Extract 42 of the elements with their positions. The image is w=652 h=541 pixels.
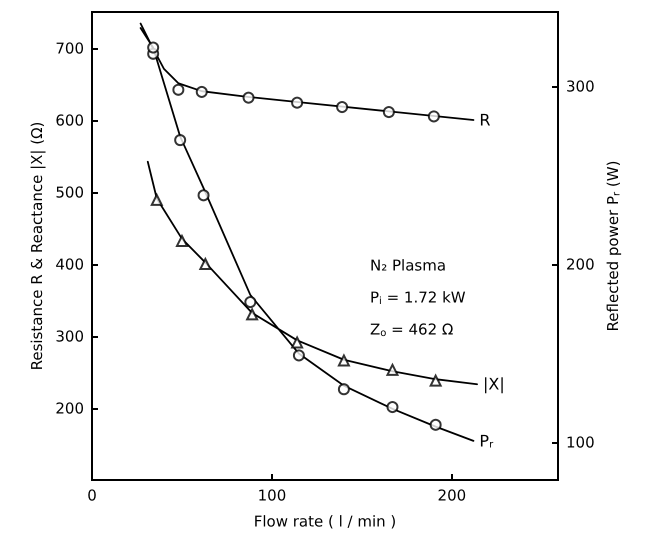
y-tick-label: 300: [55, 328, 84, 346]
y-tick-label: 200: [55, 400, 84, 418]
point: [292, 349, 305, 362]
series-label: R: [479, 110, 491, 130]
x-tick-label: 200: [438, 486, 466, 504]
point: [196, 86, 208, 98]
point: [430, 418, 442, 431]
x-tick-label: 0: [87, 486, 97, 504]
y-tick-label: 500: [55, 184, 84, 202]
y2-tick-label: 300: [566, 78, 595, 96]
point: [150, 194, 163, 206]
point: [147, 42, 160, 54]
x-axis-title: Flow rate ( l / min ): [254, 512, 396, 530]
series-label: |X|: [483, 374, 505, 394]
y2-axis-title: Reflected power Pr (W): [604, 160, 623, 332]
point: [172, 84, 184, 96]
point: [382, 106, 395, 118]
point: [291, 336, 304, 348]
y2-tick-label: 100: [566, 434, 595, 452]
annotation: N₂ Plasma: [370, 256, 446, 274]
point: [430, 374, 442, 387]
point: [386, 401, 398, 414]
y-tick-label: 700: [55, 40, 84, 58]
y-tick-label: 400: [55, 256, 84, 274]
point: [291, 96, 304, 109]
y-axis-title: Resistance R & Reactance |X| (Ω): [28, 122, 46, 370]
y2-tick-label: 200: [566, 256, 595, 274]
x-tick-label: 100: [258, 486, 286, 504]
point: [428, 110, 440, 122]
point: [198, 189, 210, 202]
point: [386, 364, 398, 376]
point: [244, 296, 256, 308]
point: [199, 258, 212, 270]
point: [174, 134, 186, 146]
point: [338, 354, 350, 366]
y-tick-label: 600: [55, 112, 84, 130]
point: [176, 234, 188, 247]
point: [338, 383, 350, 396]
series-label: Pr: [479, 431, 494, 450]
point: [246, 308, 258, 320]
point: [242, 92, 255, 104]
point: [336, 101, 348, 114]
